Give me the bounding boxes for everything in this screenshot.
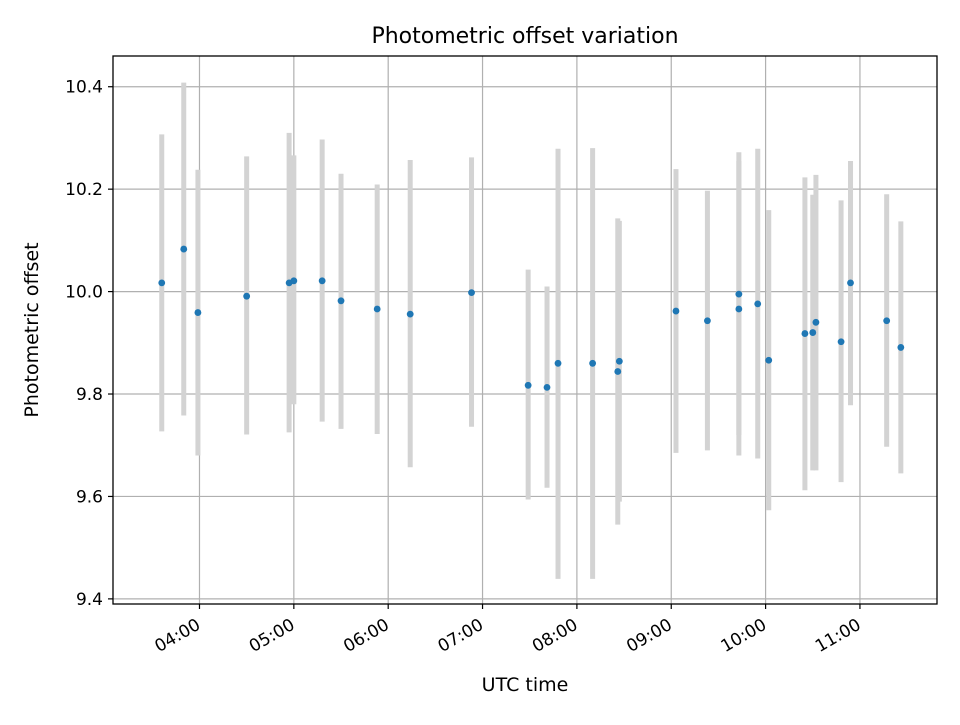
y-tick-label: 9.8 [76,385,103,405]
y-tick-label: 10.2 [65,180,103,200]
data-point [754,300,762,308]
x-tick-label: 04:00 [152,615,204,657]
grid-layer [113,56,937,604]
data-point [765,356,773,364]
data-point [524,381,532,389]
data-point [290,277,298,285]
data-point [812,318,820,326]
x-axis-label: UTC time [482,674,569,696]
data-point [543,383,551,391]
data-point [468,289,475,297]
data-point [883,317,891,325]
x-tick-label: 09:00 [623,615,675,657]
data-point [809,329,817,336]
y-axis-label: Photometric offset [21,242,43,417]
data-point [180,245,188,253]
data-point [897,344,905,351]
y-tick-label: 9.6 [76,487,103,507]
data-point [615,357,623,365]
data-point [194,309,202,316]
x-tick-label: 05:00 [246,615,298,657]
x-tick-label: 06:00 [340,615,392,657]
plot-frame [112,55,938,605]
errorbar-layer [159,82,904,579]
data-point [847,279,854,287]
data-point [318,277,326,285]
data-point [158,279,166,287]
data-point [704,317,711,325]
data-point [801,330,809,337]
point-layer [158,245,905,391]
data-point [406,310,414,318]
data-point [337,297,345,305]
data-point [735,305,743,313]
data-point [554,359,562,367]
chart-title: Photometric offset variation [371,24,678,49]
data-point [837,338,845,346]
y-tick-label: 10.4 [65,78,103,98]
x-tick-label: 07:00 [435,615,487,657]
x-tick-label: 08:00 [529,615,581,657]
y-tick-label: 10.0 [65,283,103,303]
x-tick-label: 10:00 [718,615,770,657]
x-tick-label: 11:00 [812,615,864,657]
data-point [373,305,381,313]
data-point [243,292,251,300]
data-point [672,307,680,315]
y-tick-label: 9.4 [76,590,103,610]
data-point [735,290,743,298]
data-point [589,359,597,367]
data-point [614,368,622,375]
